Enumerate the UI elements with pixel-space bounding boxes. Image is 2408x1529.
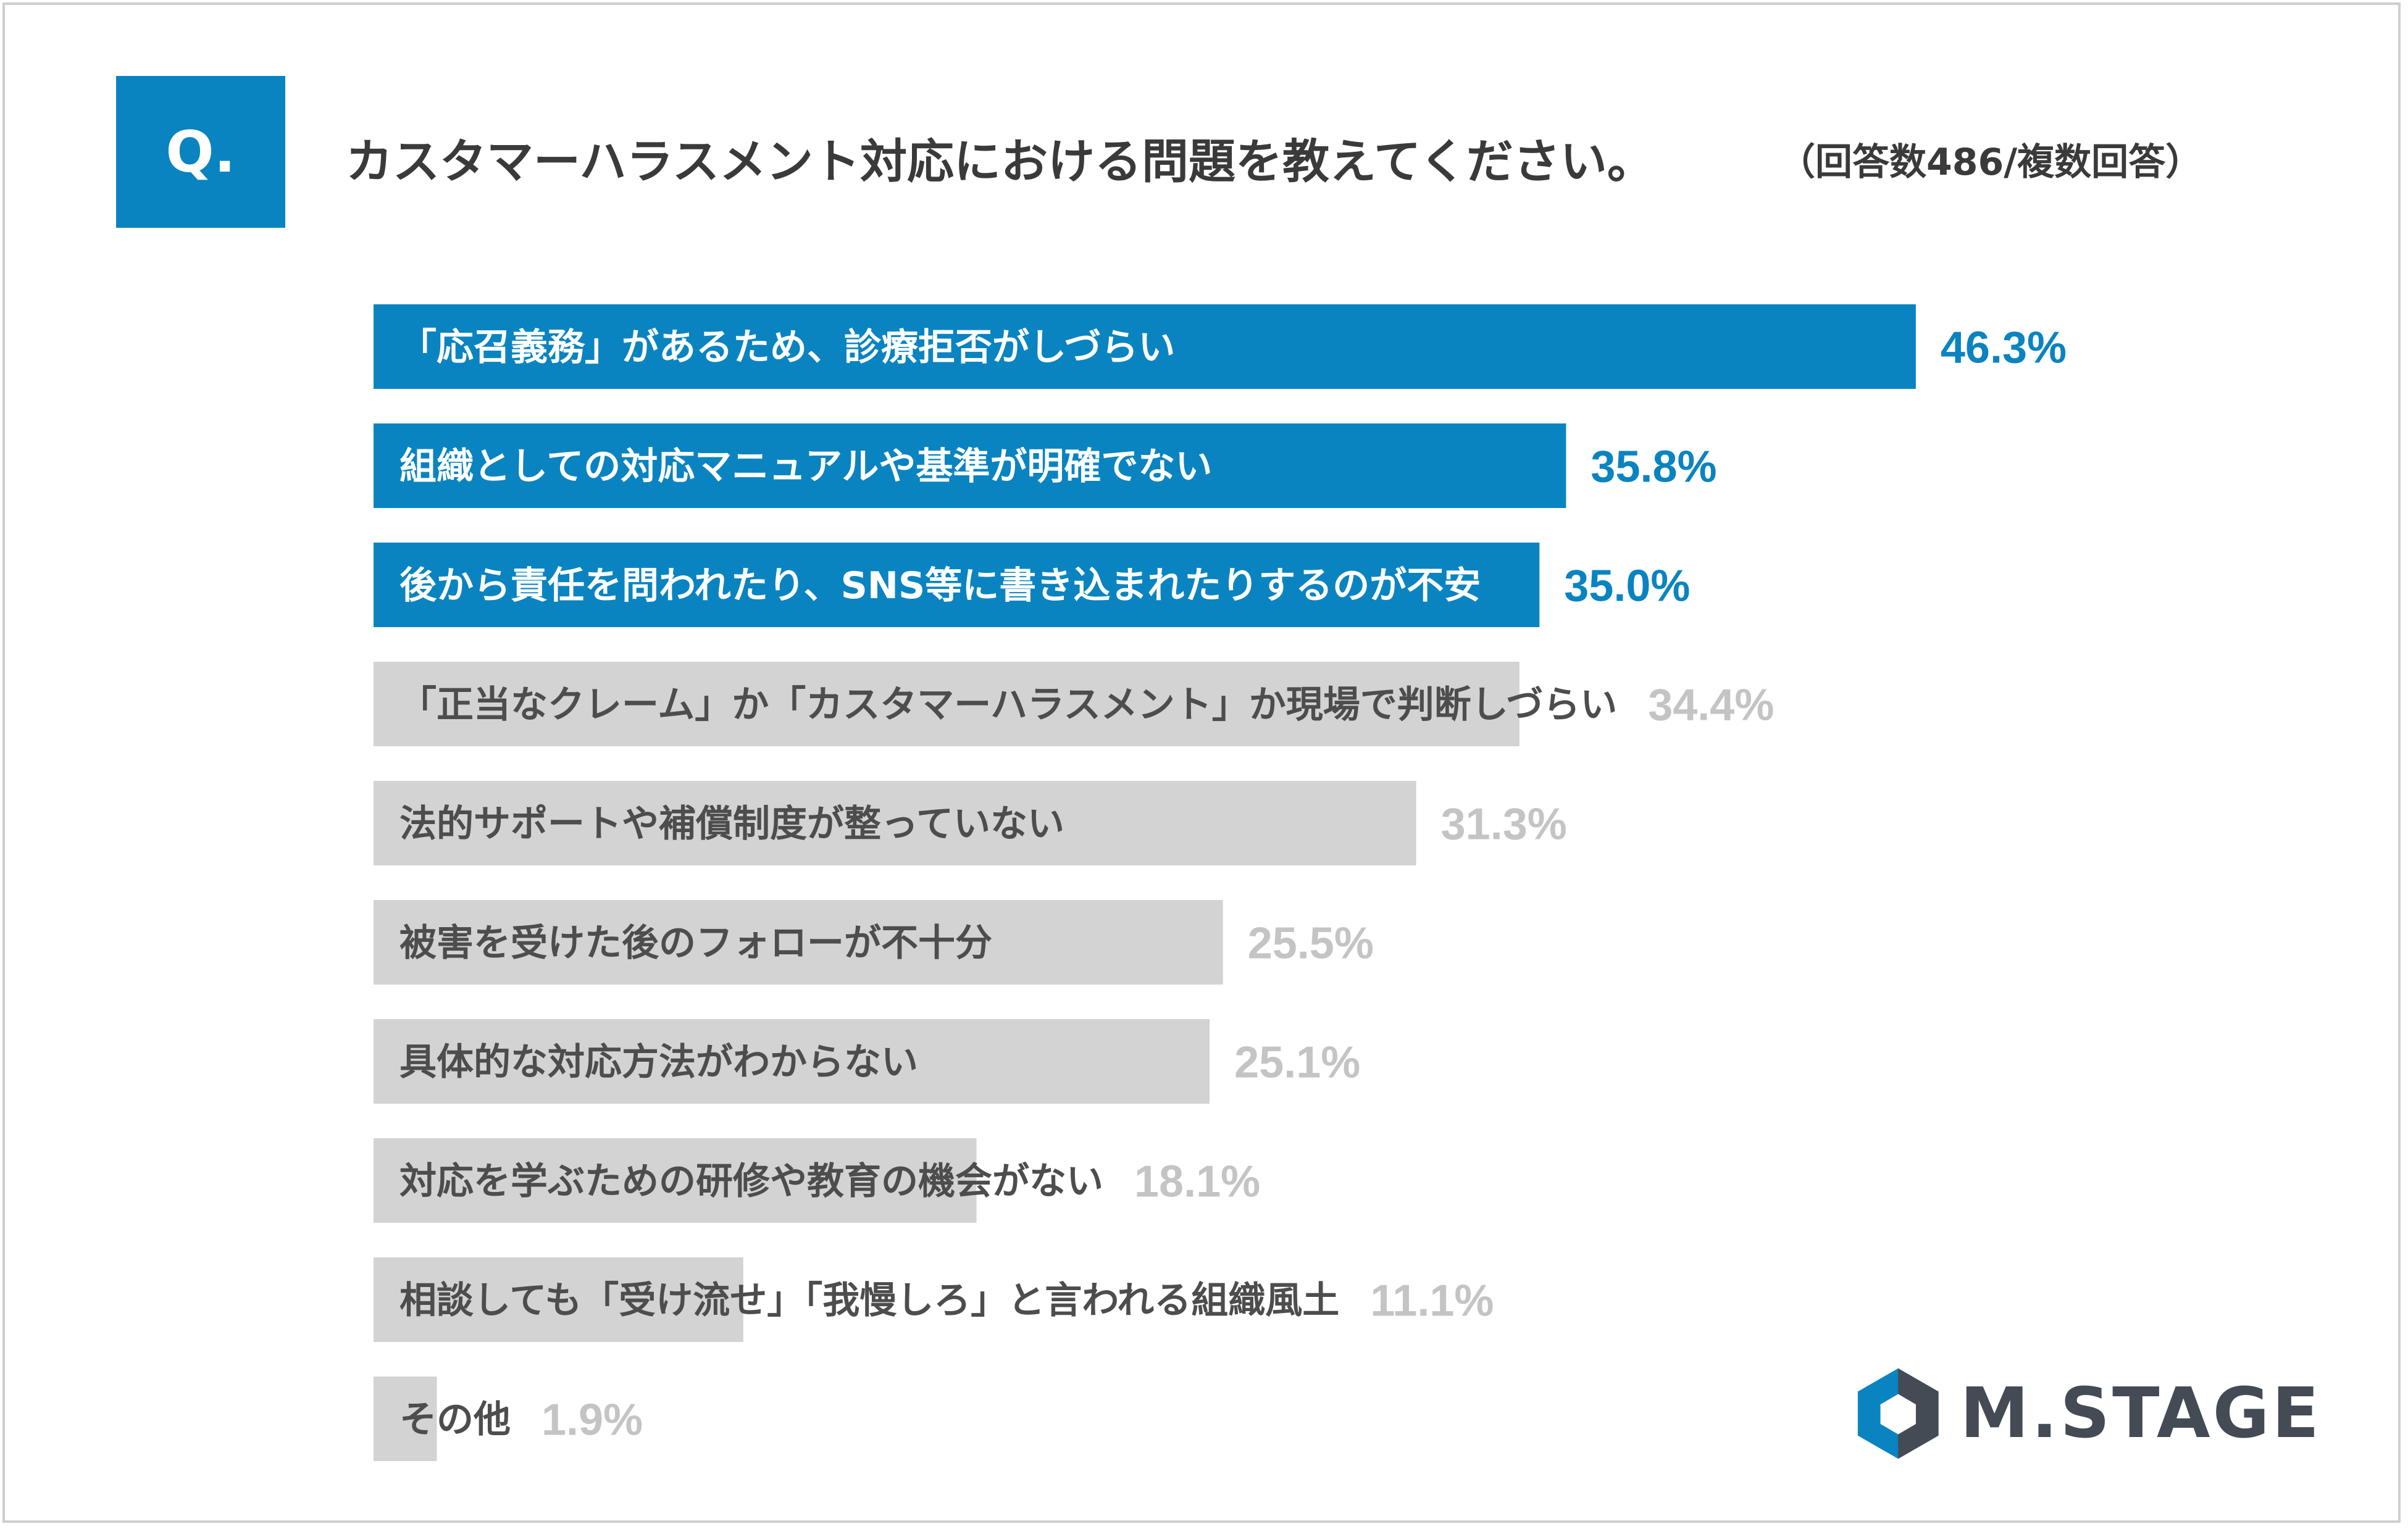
- bar-6: [374, 900, 1223, 985]
- category-label-4: 「正当なクレーム」か「カスタマーハラスメント」か現場で判断しづらい: [399, 683, 1617, 727]
- category-label-9: 相談しても「受け流せ」「我慢しろ」と言われる組織風土: [399, 1279, 1339, 1322]
- bar-1: [374, 304, 1916, 389]
- brand-logo-text: M.STAGE: [1960, 1373, 2322, 1454]
- brand-logo: M.STAGE: [1852, 1361, 2322, 1466]
- bar-4: [374, 662, 1520, 746]
- category-label-2: 組織としての対応マニュアルや基準が明確でない: [399, 445, 1212, 488]
- bar-8: [374, 1138, 977, 1223]
- category-label-7: 具体的な対応方法がわからない: [399, 1041, 918, 1084]
- category-label-10: その他: [399, 1398, 511, 1441]
- value-label-9: 11.1%: [1370, 1276, 1494, 1325]
- bar-3: [374, 543, 1540, 627]
- category-label-8: 対応を学ぶための研修や教育の機会がない: [399, 1160, 1103, 1203]
- value-label-10: 1.9%: [541, 1395, 643, 1444]
- value-label-6: 25.5%: [1248, 919, 1374, 968]
- value-label-1: 46.3%: [1941, 323, 2067, 372]
- category-label-6: 被害を受けた後のフォローが不十分: [399, 922, 992, 965]
- value-label-5: 31.3%: [1441, 799, 1567, 849]
- bar-10: [374, 1377, 437, 1461]
- value-label-2: 35.8%: [1591, 442, 1716, 491]
- bar-9: [374, 1257, 743, 1342]
- category-label-3: 後から責任を問われたり、SNS等に書き込まれたりするのが不安: [399, 564, 1481, 607]
- question-title: カスタマーハラスメント対応における問題を教えてください。: [346, 134, 1654, 189]
- value-label-7: 25.1%: [1234, 1038, 1360, 1087]
- category-label-1: 「応召義務」があるため、診療拒否がしづらい: [399, 326, 1175, 369]
- bar-5: [374, 781, 1416, 865]
- m-stage-hexagon-icon: [1857, 1368, 1939, 1459]
- value-label-3: 35.0%: [1564, 561, 1690, 610]
- question-badge: Q.: [116, 76, 285, 228]
- bar-2: [374, 423, 1566, 508]
- value-label-8: 18.1%: [1134, 1157, 1260, 1206]
- category-label-5: 法的サポートや補償制度が整っていない: [399, 802, 1064, 846]
- value-label-4: 34.4%: [1648, 680, 1774, 730]
- bar-7: [374, 1019, 1210, 1104]
- response-count-note: （回答数486/複数回答）: [1778, 141, 2203, 184]
